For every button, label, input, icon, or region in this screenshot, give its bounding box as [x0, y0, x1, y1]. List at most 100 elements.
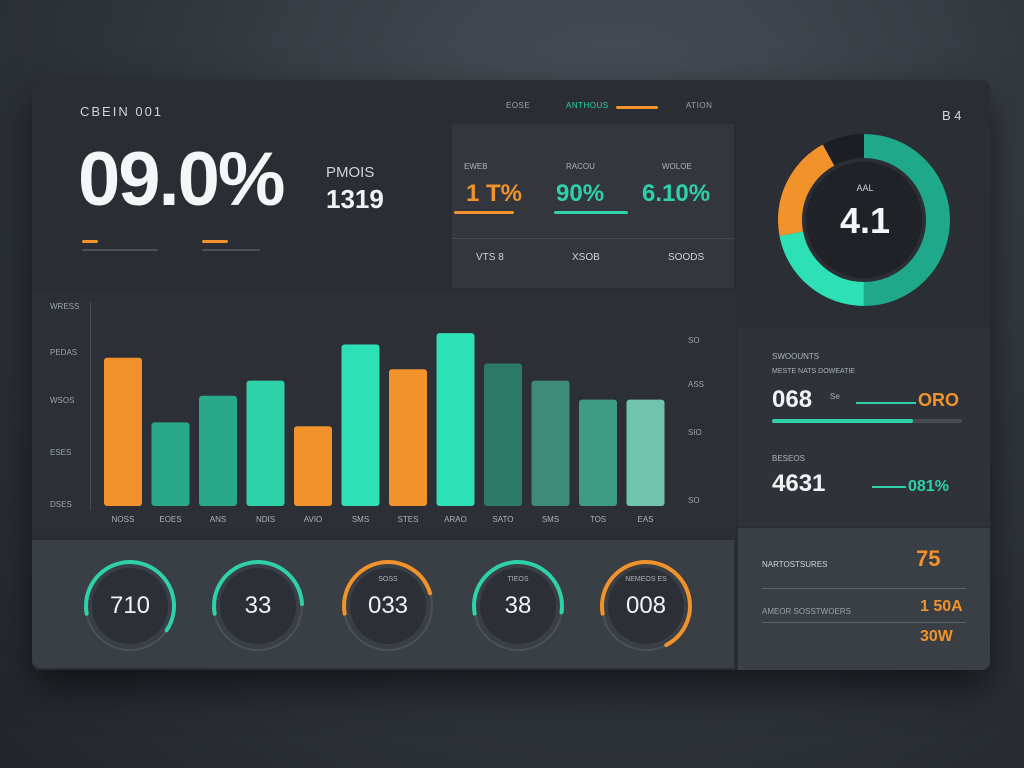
summary-panel — [738, 528, 990, 670]
y-tick-right-label: ASS — [688, 380, 705, 389]
corner-label: B 4 — [942, 108, 962, 123]
donut-segment-3 — [778, 134, 950, 306]
y-tick-label: DSES — [50, 500, 72, 509]
metrics-top-label: SWOOUNTS — [772, 352, 820, 361]
donut-chart — [778, 134, 950, 306]
y-tick-right-label: SO — [688, 336, 700, 345]
summary-divider-1 — [762, 588, 966, 589]
gauge-4-value: 38 — [504, 592, 532, 619]
x-tick-label: EOES — [159, 515, 182, 524]
nav-active-indicator — [616, 106, 658, 109]
x-tick-label: STES — [397, 515, 419, 524]
metric-2-dash — [872, 486, 906, 488]
metric-1-progress-track — [772, 419, 962, 423]
donut-value: 4.1 — [839, 200, 891, 241]
stat-3-label: WOLOE — [662, 162, 692, 171]
metric-2-value: 4631 — [772, 470, 826, 497]
stat-1-label: EWEB — [464, 162, 488, 171]
x-tick-label: SMS — [541, 515, 560, 524]
gauge-1-arc — [84, 559, 176, 652]
bar-noss[interactable] — [104, 357, 142, 506]
summary-row-3-value: 30W — [920, 628, 953, 645]
x-tick-label: SATO — [492, 515, 514, 524]
gauge-4-face — [480, 568, 556, 644]
donut-label: AAL — [856, 183, 874, 193]
y-tick-label: ESES — [50, 448, 72, 457]
hero-mini-bar-2 — [202, 240, 228, 243]
metric-2-side: 081% — [908, 478, 949, 495]
stat-2-foot: XSOB — [572, 252, 600, 263]
summary-row-2-value: 1 50A — [920, 598, 963, 615]
stat-2-label: RACOU — [566, 162, 595, 171]
gauge-5-face — [608, 568, 684, 644]
bar-avio[interactable] — [294, 426, 332, 506]
summary-row-1-label: NARTOSTSURES — [762, 560, 828, 569]
x-tick-label: NOSS — [111, 515, 135, 524]
gauge-2-value: 33 — [244, 592, 272, 619]
metric-1-unit: Se — [830, 392, 840, 401]
bar-sms[interactable] — [341, 344, 380, 507]
gauge-2-arc — [212, 559, 305, 652]
chart-y-axis — [90, 302, 91, 510]
summary-row-2-label: AMEOR SOSSTWOERS — [762, 607, 851, 616]
bar-sato[interactable] — [484, 363, 522, 507]
x-tick-label: ANS — [209, 515, 227, 524]
metric-1-value: 068 — [772, 386, 813, 413]
hero-percent: 09.0% — [78, 137, 285, 222]
bar-ndis[interactable] — [246, 380, 285, 506]
bar-eoes[interactable] — [151, 422, 190, 506]
stat-2-line — [554, 211, 628, 214]
gauge-4-arc — [471, 560, 564, 652]
bar-ans[interactable] — [199, 395, 237, 506]
stat-3-value: 6.10% — [642, 180, 711, 207]
gauge-5-label: NEMEOS ES — [625, 576, 667, 583]
gauge-1-face — [92, 568, 168, 644]
stats-panel — [452, 124, 734, 288]
bar-chart-panel — [32, 290, 736, 528]
gauge-3-arc — [341, 560, 434, 652]
x-tick-label: SMS — [351, 515, 370, 524]
bar-stes[interactable] — [389, 369, 427, 506]
y-tick-right-label: SO — [688, 496, 700, 505]
hero-mini-track-1 — [82, 249, 158, 251]
stat-1-foot: VTS 8 — [476, 252, 504, 263]
y-tick-label: WSOS — [50, 396, 75, 405]
gauge-5-value: 008 — [625, 592, 667, 619]
gauge-4-label: TIEOS — [507, 576, 529, 583]
x-tick-label: ARAO — [444, 515, 467, 524]
metric-1-dash — [856, 402, 916, 404]
nav-item-3[interactable]: ATION — [686, 101, 713, 110]
metrics-panel — [738, 328, 990, 526]
x-tick-label: TOS — [589, 515, 607, 524]
y-tick-label: WRESS — [50, 302, 80, 311]
stat-1-line — [454, 211, 514, 214]
x-tick-label: AVIO — [303, 515, 323, 524]
summary-divider-2 — [762, 622, 966, 623]
bar-sms[interactable] — [531, 380, 570, 506]
bar-tos[interactable] — [579, 399, 617, 506]
hero-mini-track-2 — [202, 249, 260, 251]
x-tick-label: NDIS — [255, 515, 276, 524]
gauge-3-label: SOSS — [378, 576, 398, 583]
hero-label: PMOIS — [326, 164, 375, 181]
stat-2-value: 90% — [556, 180, 605, 207]
bar-eas[interactable] — [626, 399, 665, 506]
gauge-2-face — [220, 568, 296, 644]
y-tick-right-label: SIO — [688, 428, 702, 437]
bar-arao[interactable] — [436, 333, 475, 506]
nav-item-2[interactable]: ANTHOUS — [566, 101, 609, 110]
gauge-3-face — [350, 568, 426, 644]
gauge-3-value: 033 — [367, 592, 409, 619]
stat-1-value: 1 T% — [466, 180, 523, 207]
hero-mini-bar-1 — [82, 240, 98, 243]
metrics-sub-label: MESTE NATS DOWEATIE — [772, 368, 855, 375]
donut-segment-1 — [778, 134, 950, 306]
metric-1-side: ORO — [918, 390, 960, 410]
gauge-5-arc — [599, 560, 692, 653]
stats-divider — [452, 238, 734, 239]
gauge-1-value: 710 — [109, 592, 151, 619]
hero-value: 1319 — [326, 184, 384, 214]
nav-item-1[interactable]: EOSE — [506, 101, 531, 110]
